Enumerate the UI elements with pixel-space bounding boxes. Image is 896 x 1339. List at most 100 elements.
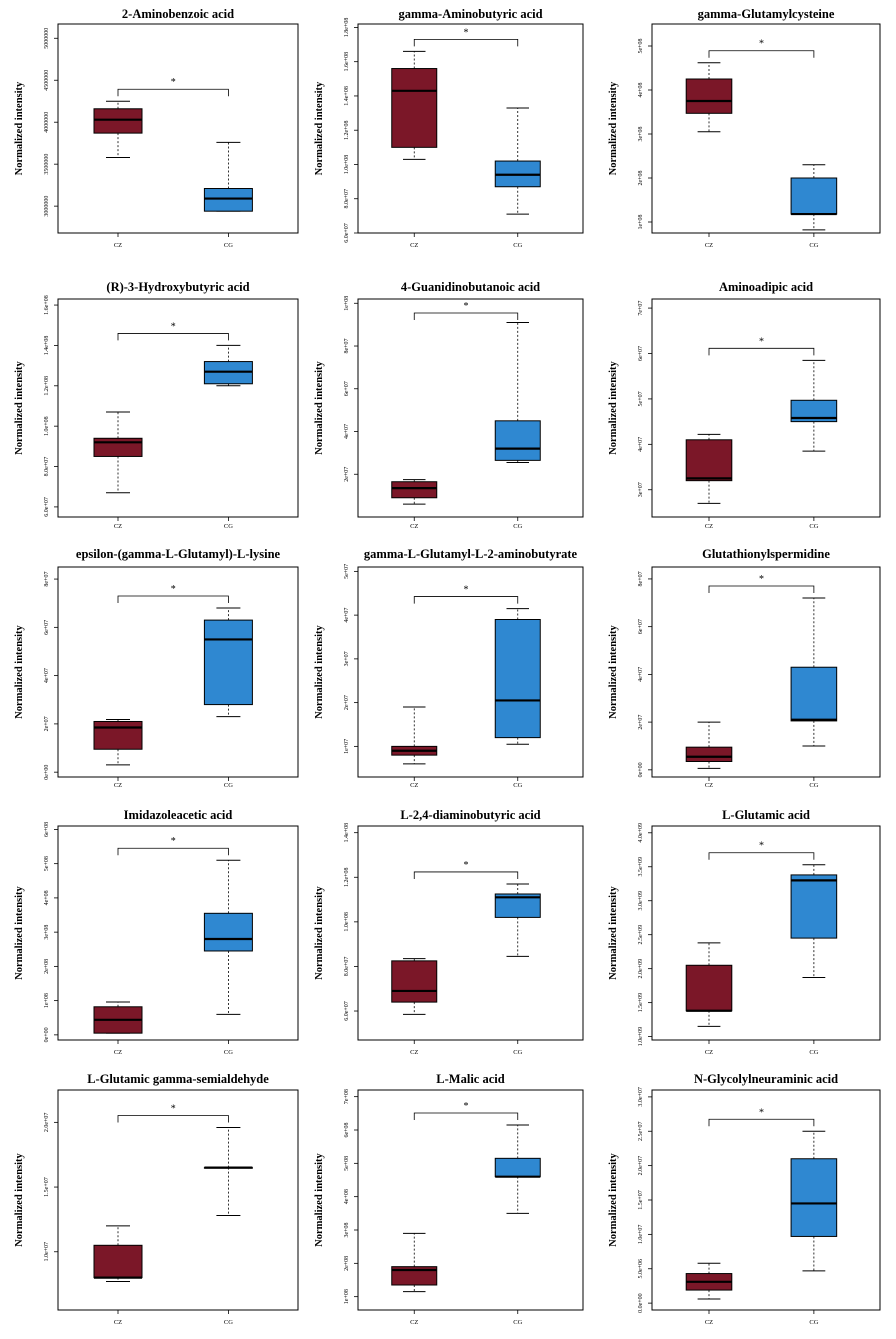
box-cz: [685, 964, 733, 1012]
plot-frame: [57, 23, 299, 234]
x-tick-label-cz: CZ: [410, 1049, 418, 1056]
chart-title: epsilon-(gamma-L-Glutamyl)-L-lysine: [76, 547, 281, 561]
significance-marker: *: [464, 585, 469, 596]
x-tick-label-cg: CG: [224, 1049, 233, 1056]
significance-marker: *: [464, 301, 469, 312]
y-axis-label: Normalized intensity: [14, 81, 25, 175]
y-axis-label: Normalized intensity: [14, 1152, 25, 1246]
significance-marker: *: [464, 860, 469, 871]
chart-title: L-Glutamic gamma-semialdehyde: [87, 1072, 269, 1086]
x-tick-label-cz: CZ: [114, 782, 122, 789]
y-tick-label: 6e+07: [638, 619, 644, 634]
significance-bracket: [117, 847, 229, 856]
chart-title: gamma-Glutamylcysteine: [698, 7, 835, 21]
y-tick-label: 2e+08: [638, 170, 644, 185]
y-axis-label: Normalized intensity: [314, 1152, 325, 1246]
significance-bracket: [708, 585, 815, 594]
x-tick-label-cg: CG: [513, 782, 522, 789]
x-tick-label-cg: CG: [809, 1049, 818, 1056]
y-tick-label: 3000000: [44, 196, 50, 217]
x-tick-label-cz: CZ: [705, 782, 713, 789]
box-cz: [93, 1244, 143, 1279]
y-tick-label: 4500000: [44, 70, 50, 91]
x-tick-label-cg: CG: [809, 782, 818, 789]
y-tick-label: 1.4e+08: [44, 336, 50, 356]
significance-bracket: [413, 312, 519, 320]
y-tick-label: 6e+07: [44, 620, 50, 635]
significance-bracket: [413, 596, 519, 604]
y-tick-label: 4e+07: [638, 667, 644, 682]
x-tick-label-cg: CG: [224, 782, 233, 789]
chart-title: (R)-3-Hydroxybutyric acid: [106, 280, 249, 294]
box-cg: [790, 874, 838, 939]
significance-bracket: [413, 1112, 519, 1120]
y-tick-label: 4e+07: [44, 668, 50, 683]
significance-bracket: [413, 39, 519, 47]
y-tick-label: 3e+08: [344, 1222, 350, 1237]
y-tick-label: 2.0e+07: [44, 1113, 50, 1133]
y-tick-label: 6e+07: [638, 346, 644, 361]
y-tick-label: 6.0e+07: [344, 1001, 350, 1021]
plot-frame: [57, 825, 299, 1041]
chart-title: 2-Aminobenzoic acid: [122, 7, 234, 21]
x-tick-label-cg: CG: [224, 523, 233, 530]
y-tick-label: 5e+07: [344, 564, 350, 579]
chart-title: 4-Guanidinobutanoic acid: [401, 280, 540, 294]
y-tick-label: 1.0e+08: [344, 912, 350, 932]
box-cg: [494, 893, 541, 918]
plot-frame: [651, 825, 881, 1041]
significance-marker: *: [171, 836, 176, 847]
y-tick-label: 4e+07: [638, 437, 644, 452]
significance-marker: *: [171, 321, 176, 332]
x-tick-label-cz: CZ: [114, 523, 122, 530]
x-tick-label-cg: CG: [513, 242, 522, 249]
y-tick-label: 5000000: [44, 28, 50, 49]
box-cz: [93, 108, 143, 134]
y-tick-label: 2e+07: [344, 695, 350, 710]
box-cz: [93, 720, 143, 750]
y-tick-label: 8e+07: [638, 571, 644, 586]
y-tick-label: 7e+07: [638, 301, 644, 316]
y-tick-label: 3.5e+09: [638, 857, 644, 877]
y-tick-label: 2e+08: [344, 1256, 350, 1271]
y-tick-label: 4e+07: [344, 608, 350, 623]
y-tick-label: 1.0e+07: [44, 1242, 50, 1262]
y-tick-label: 7e+08: [344, 1089, 350, 1104]
box-cz: [391, 1266, 438, 1286]
plot-frame: [57, 1089, 299, 1311]
plot-frame: [357, 566, 584, 778]
significance-bracket: [708, 852, 815, 860]
y-tick-label: 5e+07: [638, 391, 644, 406]
significance-marker: *: [759, 39, 764, 50]
x-tick-label-cz: CZ: [410, 1319, 418, 1326]
y-tick-label: 1e+08: [44, 993, 50, 1008]
y-tick-label: 5e+08: [344, 1156, 350, 1171]
plot-frame: [357, 23, 584, 234]
x-tick-label-cz: CZ: [410, 242, 418, 249]
y-tick-label: 0e+00: [638, 762, 644, 777]
y-tick-label: 0e+00: [44, 1027, 50, 1042]
x-tick-label-cg: CG: [224, 242, 233, 249]
y-tick-label: 1.0e+07: [638, 1225, 644, 1245]
box-cz: [685, 439, 733, 482]
chart-title: L-2,4-diaminobutyric acid: [400, 808, 540, 822]
y-tick-label: 2e+07: [638, 715, 644, 730]
y-tick-label: 4e+07: [344, 424, 350, 439]
y-tick-label: 6e+08: [344, 1122, 350, 1137]
significance-marker: *: [759, 574, 764, 585]
box-cz: [685, 78, 733, 114]
y-tick-label: 1.4e+08: [344, 823, 350, 843]
y-axis-label: Normalized intensity: [14, 360, 25, 454]
x-tick-label-cg: CG: [513, 1049, 522, 1056]
plot-frame: [57, 566, 299, 778]
plot-frame: [651, 298, 881, 518]
y-tick-label: 1.6e+08: [344, 52, 350, 72]
box-cz: [391, 960, 438, 1003]
x-tick-label-cg: CG: [513, 523, 522, 530]
x-tick-label-cg: CG: [809, 1319, 818, 1326]
chart-title: Glutathionylspermidine: [702, 547, 830, 561]
y-tick-label: 1.2e+08: [344, 120, 350, 140]
y-tick-label: 1.5e+07: [638, 1190, 644, 1210]
significance-bracket: [117, 1115, 229, 1123]
